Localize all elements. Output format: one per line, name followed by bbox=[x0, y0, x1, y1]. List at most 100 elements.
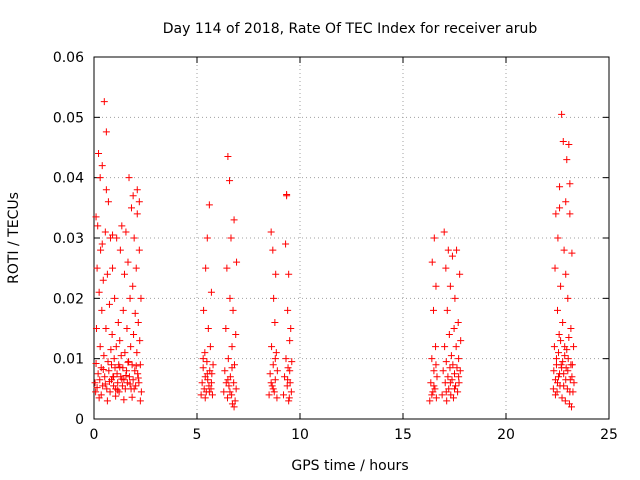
data-point bbox=[203, 234, 211, 242]
data-point bbox=[130, 234, 138, 242]
data-point bbox=[430, 234, 438, 242]
data-point bbox=[284, 306, 292, 314]
data-point bbox=[110, 355, 118, 363]
data-point bbox=[131, 367, 139, 375]
data-point bbox=[132, 362, 140, 370]
data-point bbox=[451, 385, 458, 393]
data-point bbox=[220, 388, 228, 396]
data-point bbox=[108, 361, 116, 369]
data-point bbox=[136, 337, 144, 345]
data-point bbox=[199, 364, 207, 372]
data-point bbox=[456, 270, 464, 278]
x-tick-labels: 0 5 10 15 20 25 bbox=[90, 427, 618, 443]
data-point bbox=[92, 325, 100, 332]
data-point bbox=[265, 391, 273, 399]
x-tick-label: 15 bbox=[394, 427, 412, 443]
data-point bbox=[226, 388, 234, 396]
data-point bbox=[126, 294, 134, 302]
data-point bbox=[112, 392, 120, 400]
data-point bbox=[116, 363, 124, 371]
data-point bbox=[558, 110, 566, 118]
data-point bbox=[452, 382, 460, 390]
x-tick-label: 0 bbox=[90, 427, 99, 443]
data-point bbox=[564, 294, 572, 302]
data-point bbox=[555, 373, 563, 381]
grid-lines bbox=[94, 57, 609, 419]
data-point bbox=[288, 358, 296, 366]
x-axis-label: GPS time / hours bbox=[291, 458, 408, 474]
data-point bbox=[554, 306, 561, 314]
data-point bbox=[204, 325, 212, 332]
data-point bbox=[428, 391, 436, 399]
data-point bbox=[281, 373, 289, 381]
data-point bbox=[122, 372, 130, 380]
data-point bbox=[204, 376, 212, 384]
data-point bbox=[426, 397, 434, 405]
data-point bbox=[222, 325, 230, 332]
data-point bbox=[560, 246, 568, 254]
data-point bbox=[549, 385, 557, 393]
data-point bbox=[432, 394, 440, 402]
data-point bbox=[433, 373, 441, 381]
data-point bbox=[125, 373, 133, 381]
data-point bbox=[567, 325, 575, 332]
data-point bbox=[123, 367, 131, 375]
data-point bbox=[104, 198, 112, 206]
data-point bbox=[430, 367, 438, 375]
data-point bbox=[129, 376, 137, 384]
y-tick-label: 0.02 bbox=[53, 291, 84, 307]
data-point bbox=[128, 393, 136, 401]
data-point bbox=[441, 343, 449, 351]
data-point bbox=[551, 391, 559, 399]
data-point bbox=[286, 337, 294, 345]
data-point bbox=[130, 331, 138, 339]
data-point bbox=[105, 300, 113, 308]
data-point bbox=[552, 361, 560, 369]
data-point bbox=[203, 358, 211, 366]
data-point bbox=[103, 270, 111, 278]
data-point bbox=[565, 334, 573, 342]
data-point bbox=[114, 386, 122, 394]
data-point bbox=[271, 355, 279, 363]
data-point bbox=[270, 388, 278, 396]
data-point bbox=[267, 379, 275, 387]
data-point bbox=[201, 394, 209, 402]
data-point bbox=[428, 258, 436, 266]
data-point bbox=[568, 249, 576, 257]
data-point bbox=[134, 318, 142, 326]
data-point bbox=[285, 397, 293, 405]
data-point bbox=[135, 198, 143, 206]
data-point bbox=[455, 355, 463, 363]
data-point bbox=[432, 361, 440, 369]
data-point bbox=[118, 382, 126, 390]
data-point bbox=[282, 355, 290, 363]
data-point bbox=[232, 385, 240, 393]
y-tick-label: 0.04 bbox=[53, 171, 84, 187]
y-tick-label: 0.05 bbox=[53, 110, 84, 126]
data-point bbox=[93, 264, 101, 272]
data-point bbox=[205, 201, 213, 209]
data-point bbox=[127, 343, 135, 351]
data-point bbox=[134, 374, 142, 382]
data-point bbox=[119, 364, 127, 372]
data-point bbox=[448, 252, 456, 260]
data-point bbox=[111, 364, 119, 372]
data-point bbox=[133, 186, 141, 194]
data-point bbox=[120, 270, 128, 278]
data-point bbox=[98, 162, 106, 170]
plot-frame bbox=[93, 56, 610, 420]
data-point bbox=[453, 364, 461, 372]
data-point bbox=[102, 325, 110, 332]
data-point bbox=[129, 282, 137, 290]
data-point bbox=[124, 258, 132, 266]
data-point bbox=[561, 352, 569, 360]
data-point bbox=[570, 343, 578, 351]
data-point bbox=[559, 318, 567, 326]
data-point bbox=[96, 376, 104, 384]
chart-title: Day 114 of 2018, Rate Of TEC Index for r… bbox=[163, 21, 538, 37]
data-point bbox=[558, 394, 566, 402]
data-point bbox=[557, 282, 565, 290]
y-axis-label: ROTI / TECUs bbox=[6, 192, 22, 284]
data-point bbox=[230, 403, 238, 411]
data-point bbox=[109, 264, 117, 272]
